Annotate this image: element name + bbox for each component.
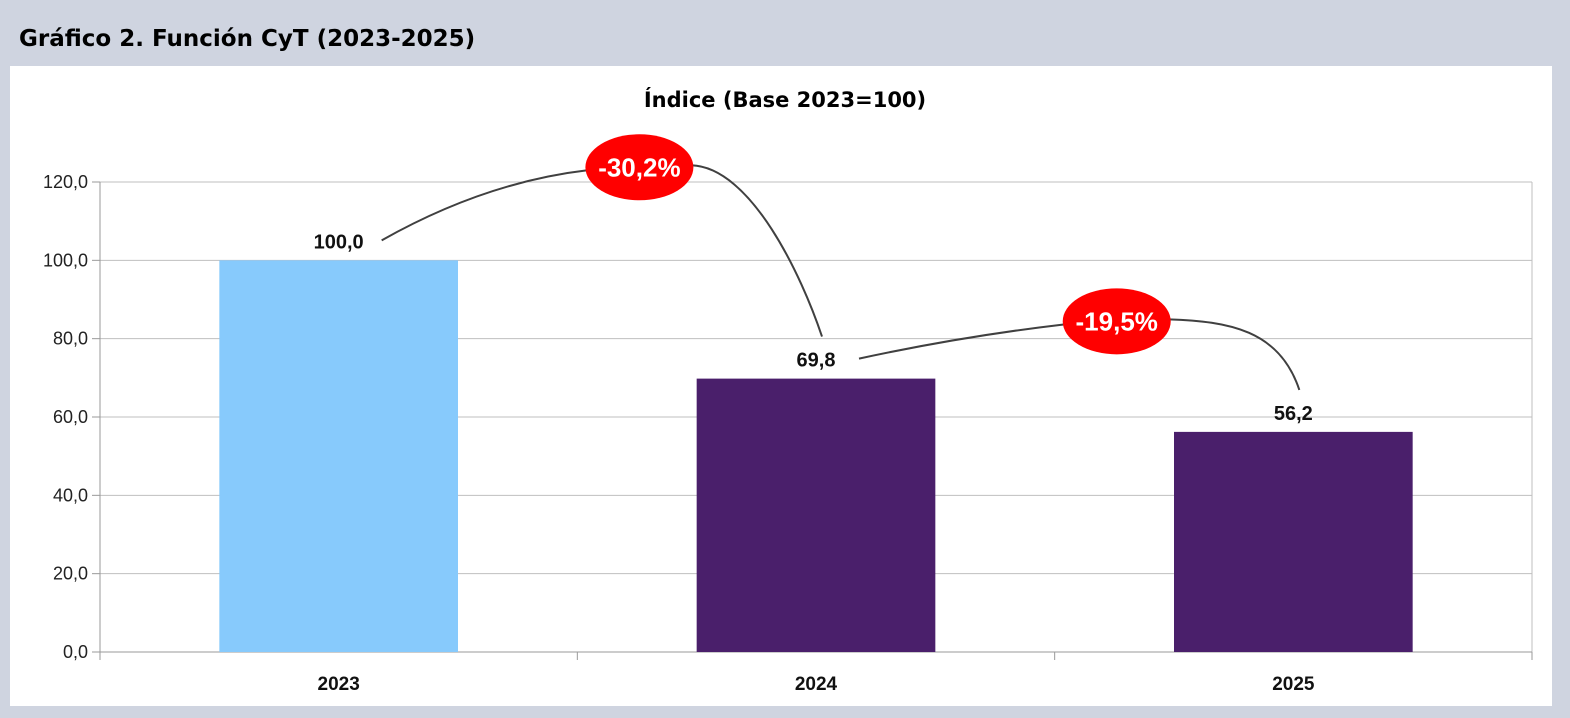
y-tick-label-120: 120,0 — [43, 172, 88, 192]
y-tick-label-80: 80,0 — [53, 329, 88, 349]
change-connector-right-1 — [1168, 318, 1301, 391]
change-badge-1 — [1062, 288, 1171, 355]
bars — [219, 260, 1413, 652]
bar-2025 — [1174, 431, 1413, 652]
change-badge-0 — [585, 134, 694, 201]
y-tick-label-20: 20,0 — [53, 564, 88, 584]
change-label-0: -30,2% — [598, 152, 680, 182]
y-tick-label-60: 60,0 — [53, 407, 88, 427]
x-axis-category-labels: 2023 2024 2025 — [318, 674, 1315, 695]
change-connector-right-0 — [691, 164, 823, 337]
chart-title: Índice (Base 2023=100) — [644, 87, 926, 112]
data-label-2023: 100,0 — [314, 231, 364, 253]
y-tick-label-40: 40,0 — [53, 485, 88, 505]
change-connector-left-0 — [381, 169, 588, 242]
bar-chart: Índice (Base 2023=100) 0,0 20,0 40,0 60,0 80… — [43, 87, 1533, 695]
bar-2023 — [219, 260, 458, 652]
y-axis-tick-labels: 0,0 20,0 40,0 60,0 80,0 100,0 120,0 — [43, 172, 88, 662]
category-label-2023: 2023 — [318, 674, 360, 695]
category-label-2025: 2025 — [1272, 674, 1315, 695]
change-connector-left-1 — [858, 323, 1065, 360]
y-tick-label-0: 0,0 — [63, 642, 88, 662]
figure-title: Gráfico 2. Función CyT (2023-2025) — [19, 26, 476, 52]
data-label-2024: 69,8 — [797, 350, 836, 372]
bar-2024 — [696, 378, 936, 652]
chart-panel: Índice (Base 2023=100) 0,0 20,0 40,0 60,0 80… — [10, 66, 1552, 706]
data-label-2025: 56,2 — [1274, 403, 1313, 425]
category-label-2024: 2024 — [795, 674, 838, 695]
data-labels: 100,0 69,8 56,2 — [314, 231, 1313, 425]
change-annotations: -30,2% -19,5% — [381, 134, 1301, 391]
change-label-1: -19,5% — [1076, 306, 1158, 336]
y-tick-label-100: 100,0 — [43, 250, 88, 270]
